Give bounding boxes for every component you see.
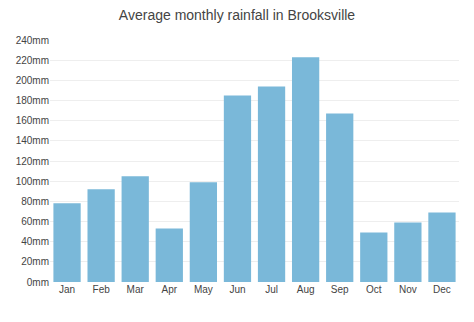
svg-text:Jan: Jan (59, 284, 75, 295)
svg-text:20mm: 20mm (21, 256, 49, 267)
svg-text:80mm: 80mm (21, 196, 49, 207)
svg-text:Oct: Oct (366, 284, 382, 295)
svg-text:Average monthly rainfall in Br: Average monthly rainfall in Brooksville (119, 7, 356, 23)
svg-text:Sep: Sep (331, 284, 349, 295)
svg-text:Nov: Nov (399, 284, 417, 295)
svg-text:220mm: 220mm (16, 55, 49, 66)
svg-text:180mm: 180mm (16, 95, 49, 106)
svg-text:Apr: Apr (162, 284, 178, 295)
svg-text:140mm: 140mm (16, 135, 49, 146)
svg-text:Jul: Jul (265, 284, 278, 295)
svg-text:Dec: Dec (433, 284, 451, 295)
svg-text:Aug: Aug (297, 284, 315, 295)
svg-text:Mar: Mar (127, 284, 145, 295)
svg-text:May: May (194, 284, 213, 295)
svg-text:100mm: 100mm (16, 176, 49, 187)
svg-text:0mm: 0mm (27, 277, 49, 288)
svg-text:40mm: 40mm (21, 236, 49, 247)
svg-text:60mm: 60mm (21, 216, 49, 227)
svg-text:Feb: Feb (93, 284, 111, 295)
svg-text:200mm: 200mm (16, 75, 49, 86)
svg-text:120mm: 120mm (16, 156, 49, 167)
svg-text:240mm: 240mm (16, 35, 49, 46)
svg-text:160mm: 160mm (16, 115, 49, 126)
svg-text:Jun: Jun (229, 284, 245, 295)
